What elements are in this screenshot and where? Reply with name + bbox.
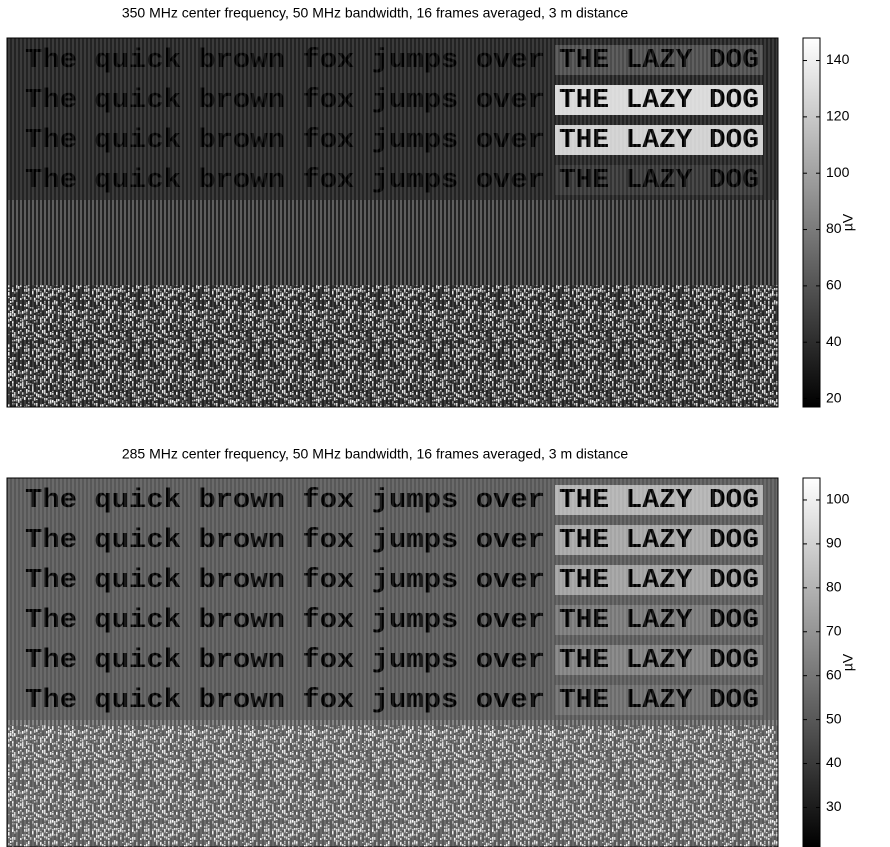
noise-region xyxy=(7,725,778,847)
chart-title: 350 MHz center frequency, 50 MHz bandwid… xyxy=(122,5,629,21)
colorbar-tick-label: 40 xyxy=(826,333,842,349)
colorbar-tick-label: 70 xyxy=(826,622,842,638)
colorbar-tick-label: 30 xyxy=(826,798,842,814)
colorbar-tick-label: 120 xyxy=(826,108,850,124)
colorbar-tick-label: 90 xyxy=(826,535,842,551)
colorbar-label: µV xyxy=(840,213,856,231)
figure: 350 MHz center frequency, 50 MHz bandwid… xyxy=(0,0,890,847)
colorbar-tick-label: 80 xyxy=(826,579,842,595)
colorbar xyxy=(803,478,820,847)
colorbar-tick-label: 60 xyxy=(826,277,842,293)
colorbar-tick-label: 100 xyxy=(826,164,850,180)
colorbar-tick-label: 140 xyxy=(826,51,850,67)
colorbar-tick-label: 50 xyxy=(826,710,842,726)
noise-region xyxy=(7,285,778,407)
colorbar-tick-label: 40 xyxy=(826,754,842,770)
colorbar-tick-label: 100 xyxy=(826,491,850,507)
colorbar xyxy=(803,38,820,407)
chart-title: 285 MHz center frequency, 50 MHz bandwid… xyxy=(122,446,629,462)
colorbar-label: µV xyxy=(840,653,856,671)
colorbar-tick-label: 20 xyxy=(826,389,842,405)
